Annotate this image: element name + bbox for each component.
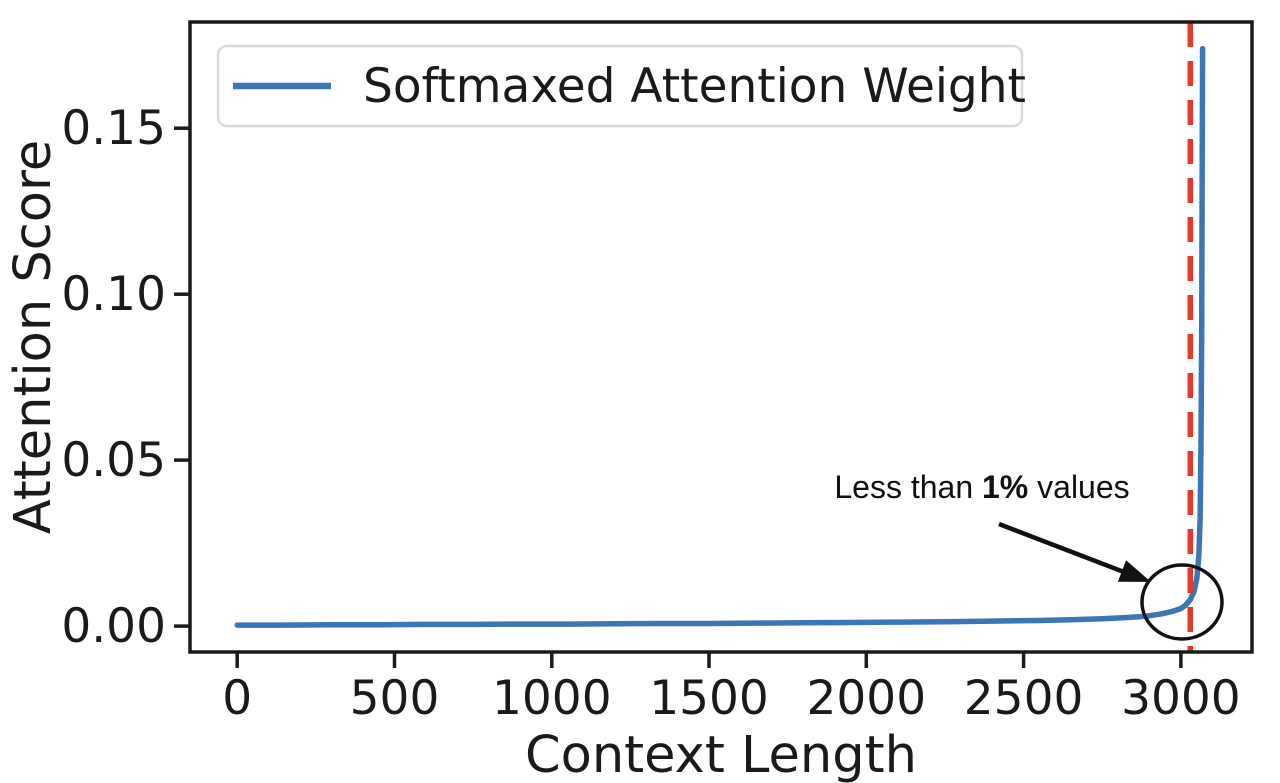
highlight-circle (1140, 563, 1224, 641)
annotation-text-suffix: values (1028, 469, 1129, 505)
annotation-text-bold: 1% (982, 469, 1028, 505)
axes-border (188, 20, 1254, 654)
y-tick-label: 0.15 (61, 101, 166, 156)
x-tick-label: 0 (222, 671, 252, 726)
annotation-text: Less than 1% values (834, 469, 1129, 505)
x-tick-label: 500 (350, 671, 440, 726)
annotation-arrow-head (1117, 560, 1151, 582)
x-tick-label: 2500 (964, 671, 1084, 726)
x-axis-label: Context Length (525, 726, 917, 783)
y-tick-label: 0.05 (61, 433, 166, 488)
annotation-arrow-shaft (998, 521, 1125, 575)
x-tick-label: 1500 (649, 671, 769, 726)
annotation-group: Less than 1% values (834, 469, 1224, 641)
x-tick-label: 1000 (492, 671, 612, 726)
x-tick-label: 2000 (806, 671, 926, 726)
x-axis-ticks: 0 500 1000 1500 2000 2500 3000 (222, 652, 1241, 726)
attention-curve (234, 45, 1206, 628)
legend: Softmaxed Attention Weight (216, 44, 1026, 128)
y-tick-label: 0.10 (61, 267, 166, 322)
annotation-text-prefix: Less than (834, 469, 982, 505)
y-axis-label: Attention Score (4, 140, 63, 534)
legend-label: Softmaxed Attention Weight (363, 59, 1026, 114)
y-tick-label: 0.00 (61, 599, 166, 654)
y-axis-ticks: 0.00 0.05 0.10 0.15 (61, 101, 190, 654)
legend-box (216, 44, 1024, 128)
x-tick-label: 3000 (1121, 671, 1241, 726)
